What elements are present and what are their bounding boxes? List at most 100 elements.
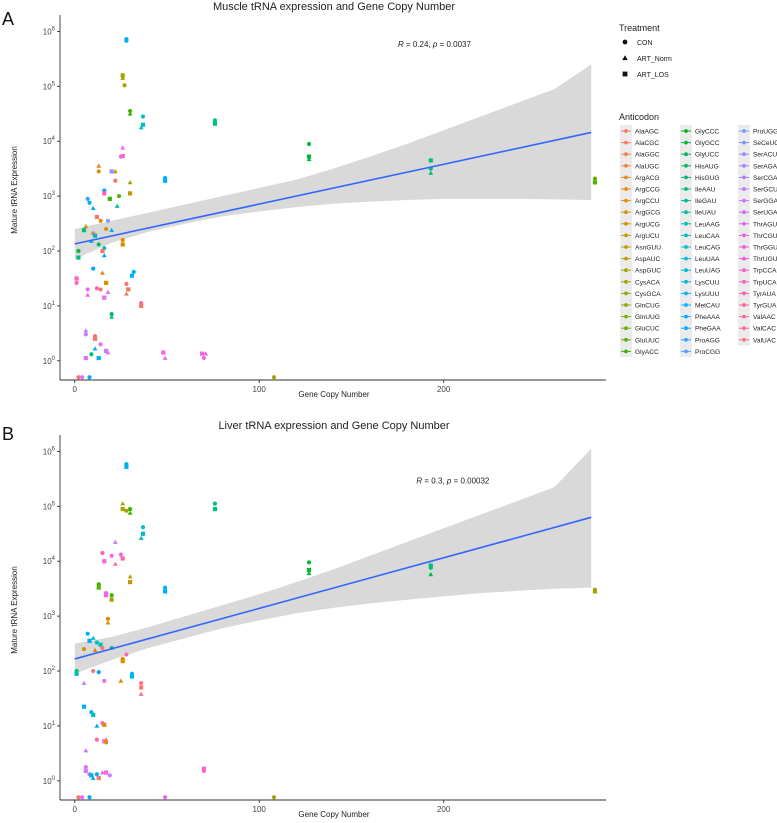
data-point <box>201 766 206 771</box>
legend-key-point <box>742 279 746 284</box>
legend-key-point <box>624 303 628 307</box>
data-point <box>118 154 123 159</box>
legend-anticodon-label: SerUGA <box>753 210 777 217</box>
data-point <box>120 145 126 150</box>
data-point <box>139 680 144 686</box>
data-point <box>81 646 87 652</box>
x-tick-label: 200 <box>437 805 451 814</box>
legend: Treatment CON ART_Norm ART_LOS Anticodon A… <box>619 23 777 357</box>
data-point <box>109 314 115 319</box>
legend-anticodon-label: ThrAGU <box>753 221 777 228</box>
legend-key-point <box>624 314 628 319</box>
regression-line <box>74 516 592 660</box>
data-point <box>83 328 89 333</box>
data-point <box>83 764 88 770</box>
legend-anticodon-label: SerACU <box>753 152 777 159</box>
data-point <box>91 266 96 271</box>
data-point <box>96 670 101 675</box>
legend-anticodon-label: GlnUUG <box>635 314 660 321</box>
data-point <box>124 464 129 469</box>
data-point <box>306 560 312 565</box>
legend-anticodon-label: ArgUCU <box>635 233 660 240</box>
y-tick-label: 105 <box>43 81 56 91</box>
data-point <box>96 169 101 174</box>
legend-anticodon-label: AlaGGC <box>635 152 660 159</box>
data-point <box>90 635 96 640</box>
data-point <box>592 180 598 185</box>
confidence-band <box>74 64 592 260</box>
legend-key-point <box>624 233 628 238</box>
data-point <box>90 775 96 780</box>
legend-key-point <box>684 303 688 307</box>
legend-anticodon-label: GlyCCC <box>695 129 719 136</box>
data-point <box>83 355 88 361</box>
legend-key-point <box>742 175 746 180</box>
data-point <box>428 571 434 577</box>
data-point <box>102 559 107 564</box>
data-point <box>92 233 98 238</box>
data-point <box>163 178 168 183</box>
data-point <box>428 170 434 175</box>
data-point <box>85 292 91 297</box>
regression-line <box>74 131 592 245</box>
data-point <box>162 355 168 360</box>
legend-anticodon-label: LysUUU <box>695 291 720 298</box>
legend-key-triangle <box>622 55 628 61</box>
data-point <box>127 510 133 515</box>
data-point <box>592 589 598 594</box>
legend-anticodon-label: LeuCAA <box>695 233 720 240</box>
data-point <box>109 227 115 232</box>
data-point <box>138 125 144 130</box>
legend-anticodon-label: IleGAU <box>695 198 716 205</box>
legend-anticodon-label: ProCGG <box>695 349 720 356</box>
y-tick-label: 104 <box>43 136 56 146</box>
legend-key-point <box>742 233 746 238</box>
data-point <box>120 659 125 664</box>
legend-anticodon-label: GlyACC <box>635 349 659 356</box>
data-point <box>105 616 111 621</box>
data-point <box>140 531 146 536</box>
legend-anticodon-label: TyrGUA <box>753 303 777 310</box>
y-axis-label: Mature tRNA Expression <box>10 566 19 654</box>
panel-b: B Liver tRNA expression and Gene Copy Nu… <box>2 420 606 819</box>
data-point <box>104 770 109 775</box>
legend-anticodon-label: LeuUAA <box>695 256 720 263</box>
legend-key-point <box>684 337 688 342</box>
data-point <box>102 191 107 196</box>
data-point <box>98 342 103 347</box>
data-point <box>102 678 107 683</box>
data-point <box>124 508 129 513</box>
legend-anticodon-label: AlaCGC <box>635 140 659 147</box>
data-point <box>94 772 99 777</box>
chart-title: Muscle tRNA expression and Gene Copy Num… <box>213 1 455 13</box>
data-point <box>107 773 112 778</box>
legend-anticodon-label: GlnCUG <box>635 303 660 310</box>
data-point <box>105 620 111 625</box>
data-point <box>428 563 433 568</box>
data-point <box>271 795 277 800</box>
legend-anticodon-label: LeuCAG <box>695 245 720 252</box>
y-tick-label: 103 <box>43 611 56 621</box>
legend-anticodon-label: IleUAU <box>695 210 716 217</box>
data-point <box>104 593 109 598</box>
data-point <box>212 118 218 123</box>
data-point <box>92 336 98 341</box>
legend-key-point <box>624 337 628 342</box>
plot-area: 0 100 200 100 101 102 103 104 105 106 R = 0.24, p … <box>43 15 606 394</box>
legend-key-point <box>684 187 688 191</box>
data-point <box>112 539 118 544</box>
data-point <box>109 553 114 558</box>
data-point <box>114 203 120 208</box>
legend-key-column <box>680 125 692 357</box>
data-point <box>94 640 99 645</box>
legend-anticodon-label: ArgCCG <box>635 187 660 194</box>
chart-title: Liver tRNA expression and Gene Copy Numb… <box>218 420 449 432</box>
data-point <box>87 638 92 643</box>
legend-key-point <box>742 314 746 319</box>
data-point <box>124 37 129 42</box>
legend-key-point <box>684 140 688 145</box>
legend-anticodon-label: LysCUU <box>695 279 720 286</box>
legend-key-point <box>742 303 746 307</box>
legend-anticodon-label: AspAUC <box>635 256 661 263</box>
legend-treatment-label: ART_Norm <box>637 56 672 63</box>
